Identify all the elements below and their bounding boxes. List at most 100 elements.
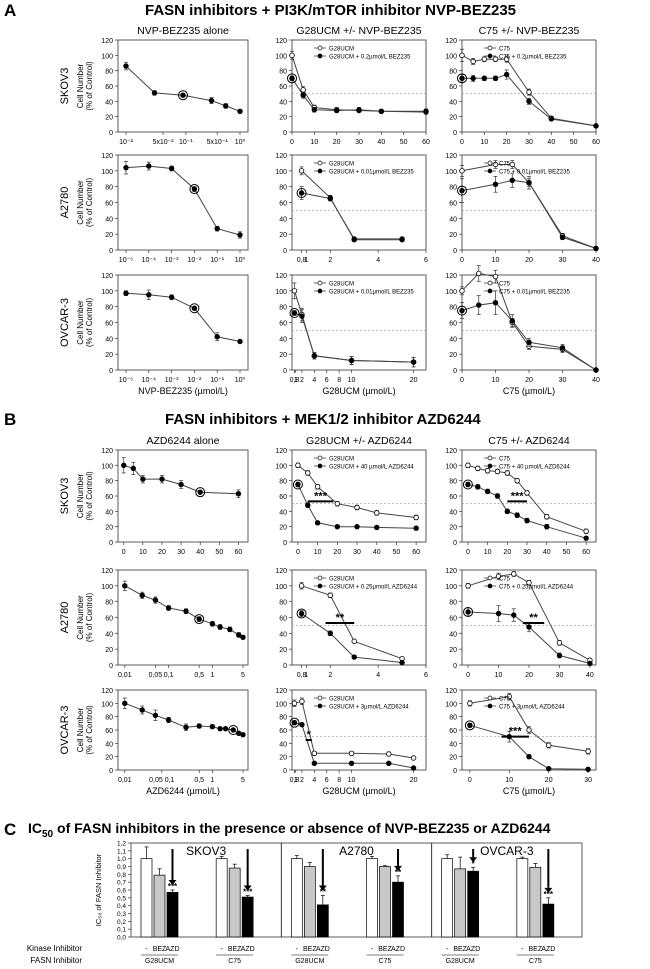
x-tick-label: 0,5 bbox=[194, 672, 204, 679]
data-point bbox=[546, 742, 552, 749]
row-label-cell-line: SKOV3 bbox=[59, 68, 71, 105]
data-point bbox=[314, 484, 321, 490]
kinase-inhibitor-label: AZD bbox=[316, 946, 330, 953]
x-tick-label: 20 bbox=[333, 549, 341, 556]
y-tick-label: 80 bbox=[279, 600, 287, 607]
x-tick-label: 10⁻⁵ bbox=[119, 377, 133, 384]
y-axis-label: IC₅₀ of FASN Inhibitor bbox=[94, 853, 103, 926]
column-title: C75 +/- AZD6244 bbox=[488, 435, 570, 447]
data-point bbox=[334, 523, 341, 530]
data-point bbox=[196, 723, 202, 729]
ic50-bar bbox=[529, 866, 542, 938]
legend-marker bbox=[487, 703, 493, 709]
x-tick-label: 0,8 bbox=[290, 377, 300, 384]
x-tick-label: 1 bbox=[304, 257, 308, 264]
ic50-marker-ring bbox=[457, 305, 467, 316]
data-point bbox=[544, 523, 550, 530]
ic50-marker-ring bbox=[463, 606, 474, 617]
x-tick-label: 10⁻² bbox=[187, 257, 201, 264]
data-point bbox=[459, 288, 465, 294]
row-label-kinase-inhibitor: Kinase Inhibitor bbox=[27, 944, 82, 953]
y-tick-label: 60 bbox=[279, 728, 287, 735]
legend-marker bbox=[317, 288, 323, 294]
data-point bbox=[492, 56, 499, 62]
x-tick-label: 10 bbox=[495, 672, 503, 679]
group-title-cell-line: SKOV3 bbox=[186, 844, 226, 858]
y-tick-label: 60 bbox=[449, 494, 457, 501]
y-tick-label: 120 bbox=[445, 153, 457, 160]
x-axis-label: G28UCM (µmol/L) bbox=[322, 386, 395, 396]
ic50-marker-ring bbox=[292, 479, 303, 490]
significance-stars: ** bbox=[529, 612, 538, 624]
y-tick-label: 20 bbox=[105, 755, 113, 762]
data-point bbox=[526, 727, 532, 733]
legend-label: G28UCM + 0.25µmol/L AZD6244 bbox=[329, 585, 418, 591]
x-tick-label: 10⁻² bbox=[187, 377, 201, 384]
data-point bbox=[593, 123, 599, 129]
row-label-cell-line: A2780 bbox=[59, 602, 71, 634]
x-axis-label: NVP-BEZ235 (µmol/L) bbox=[138, 386, 228, 396]
data-point bbox=[230, 727, 236, 733]
chart-A-OVCAR3-C75: 0 20 40 60 80 100 120 0 10 20 30 40 C75 (µmol/L) C75 C… bbox=[445, 265, 600, 396]
data-point bbox=[504, 508, 511, 515]
y-tick-label: 100 bbox=[445, 584, 457, 591]
data-point bbox=[152, 712, 159, 719]
down-arrow-icon bbox=[469, 857, 478, 863]
panel-c-title-rest: of FASN inhibitors in the presence or ab… bbox=[53, 820, 551, 836]
x-tick-label: 1 bbox=[304, 672, 308, 679]
y-tick-label: 20 bbox=[279, 232, 287, 239]
y-tick-label: 0 bbox=[453, 540, 457, 547]
ic50-bar bbox=[366, 858, 378, 938]
y-tick-label: 120 bbox=[101, 688, 113, 695]
data-point bbox=[559, 345, 566, 351]
data-point bbox=[509, 318, 515, 324]
x-tick-label: 10⁻⁴ bbox=[142, 257, 157, 264]
data-point bbox=[237, 108, 243, 114]
data-point bbox=[146, 292, 152, 298]
data-point bbox=[356, 107, 362, 113]
y-tick-label: 60 bbox=[105, 728, 113, 735]
ic50-bar bbox=[241, 896, 254, 938]
chart-A-SKOV3-BEZ: 0 20 40 60 80 100 120 10⁻² 5x10⁻² 10⁻¹ 5x10⁻¹ 10⁰ NV… bbox=[59, 25, 249, 146]
x-tick-label: 0 bbox=[466, 672, 470, 679]
data-point bbox=[506, 693, 512, 700]
data-point bbox=[333, 107, 340, 114]
series-line bbox=[125, 292, 241, 342]
kinase-inhibitor-label: - bbox=[446, 946, 449, 953]
data-point bbox=[214, 334, 220, 340]
data-point bbox=[467, 700, 473, 707]
fasn-inhibitor-label: C75 bbox=[379, 958, 392, 965]
series-line bbox=[461, 164, 597, 249]
fasn-inhibitor-label: G28UCM bbox=[446, 958, 475, 965]
y-tick-label: 120 bbox=[275, 273, 287, 280]
series-line bbox=[125, 165, 241, 236]
ic50-marker-ring bbox=[189, 184, 200, 195]
column-title: G28UCM +/- AZD6244 bbox=[306, 435, 412, 447]
x-tick-label: 4 bbox=[312, 377, 316, 384]
data-point bbox=[593, 245, 599, 252]
significance-stars: *** bbox=[243, 887, 253, 896]
ic50-marker-ring bbox=[296, 608, 307, 619]
data-point bbox=[122, 583, 128, 589]
data-point bbox=[481, 56, 488, 62]
data-point bbox=[354, 504, 360, 511]
data-point bbox=[237, 338, 243, 345]
data-point bbox=[399, 236, 405, 242]
legend-label: C75 + 3µmol/L AZD6244 bbox=[499, 705, 565, 711]
ic50-marker-ring bbox=[195, 487, 206, 498]
y-tick-label: 40 bbox=[105, 216, 113, 223]
y-axis-label-units: (% of Control) bbox=[85, 592, 94, 642]
data-point bbox=[289, 52, 295, 59]
ic50-marker-ring bbox=[457, 73, 467, 84]
x-tick-label: 30 bbox=[355, 139, 363, 146]
data-point bbox=[348, 357, 355, 364]
plot-frame bbox=[117, 449, 249, 543]
row-label-cell-line: A2780 bbox=[59, 187, 71, 219]
chart-B-A2780-AZD: 0 20 40 60 80 100 120 0,01 0,05 0,1 0,5 1 5 A2780 Cell… bbox=[59, 568, 249, 679]
data-point bbox=[146, 163, 152, 169]
panel-b-title: FASN inhibitors + MEK1/2 inhibitor AZD62… bbox=[165, 411, 481, 428]
data-point bbox=[327, 592, 333, 599]
kinase-inhibitor-label: BEZ bbox=[228, 946, 242, 953]
data-point bbox=[475, 484, 481, 490]
data-point bbox=[311, 353, 318, 359]
